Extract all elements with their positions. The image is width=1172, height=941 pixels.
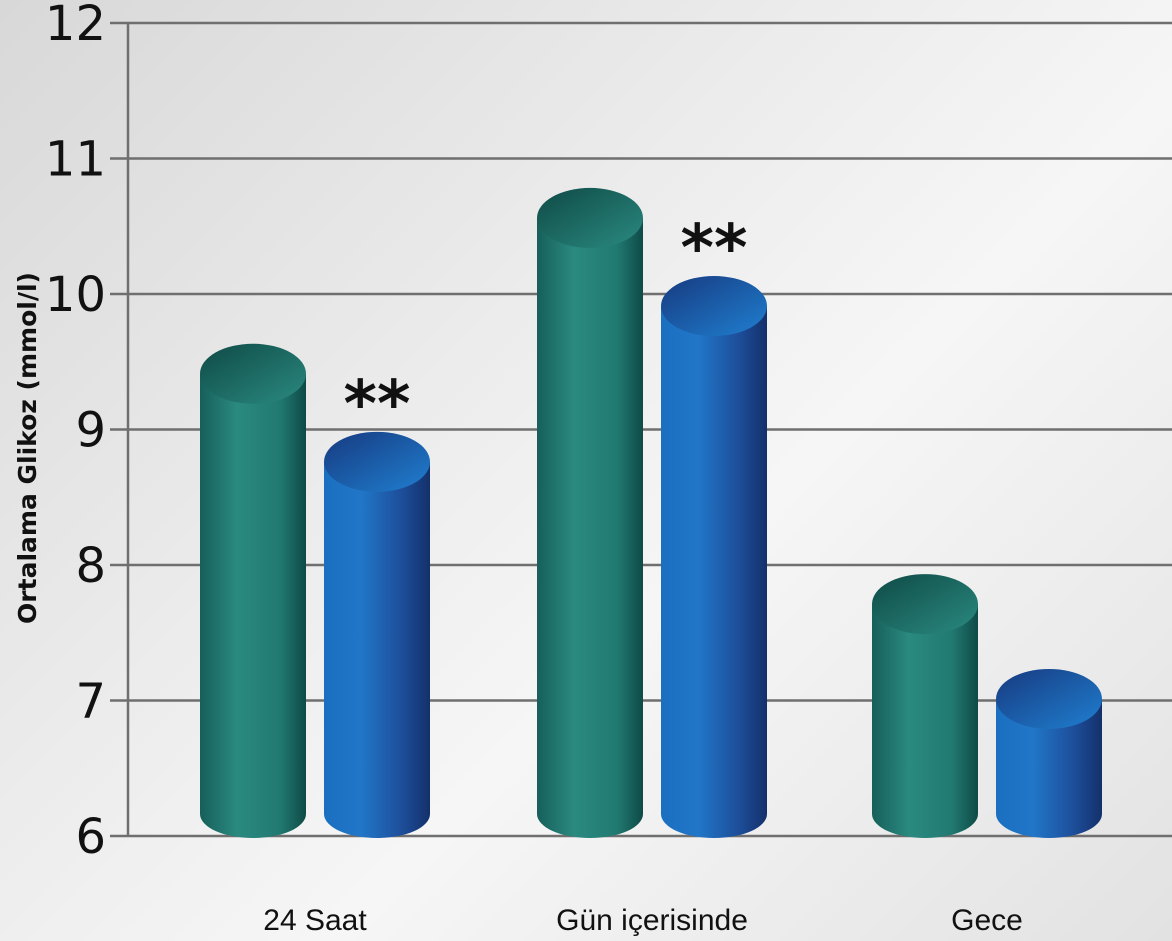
bar-2-series-0 [872, 574, 978, 838]
x-tick-label-1: Gün içerisinde [556, 904, 748, 937]
bar-top [872, 574, 978, 635]
y-tick-label-7: 7 [75, 674, 106, 730]
bar-1-series-0 [537, 187, 643, 839]
bar-body [324, 461, 430, 838]
bar-body [200, 373, 306, 838]
y-tick-label-9: 9 [75, 403, 106, 459]
y-tick-label-11: 11 [45, 132, 106, 188]
bar-2-series-1 [996, 668, 1102, 838]
bars [200, 187, 1102, 839]
bar-body [872, 604, 978, 838]
bar-top [324, 431, 430, 492]
significance-annotation: ** [681, 212, 748, 286]
bar-top [537, 187, 643, 248]
significance-annotation: ** [344, 368, 411, 442]
bar-top [200, 343, 306, 404]
bar-top [996, 668, 1102, 729]
bar-body [537, 217, 643, 839]
y-tick-label-10: 10 [45, 267, 106, 323]
bar-body [661, 306, 767, 838]
x-tick-label-0: 24 Saat [263, 904, 367, 937]
bar-0-series-0 [200, 343, 306, 838]
labels: Ortalama Glikoz (mmol/l) ** 24 Saat ** Gün … [13, 212, 1023, 937]
y-axis-label: Ortalama Glikoz (mmol/l) [13, 272, 42, 624]
bar-0-series-1 [324, 431, 430, 838]
y-tick-label-12: 12 [45, 0, 106, 52]
bar-top [661, 276, 767, 336]
bar-1-series-1 [661, 276, 767, 838]
y-tick-label-6: 6 [75, 809, 106, 865]
bar-body [996, 698, 1102, 838]
y-tick-label-8: 8 [75, 538, 106, 594]
x-tick-label-2: Gece [951, 904, 1023, 937]
y-axis: 6 7 8 9 10 11 12 [45, 0, 130, 865]
